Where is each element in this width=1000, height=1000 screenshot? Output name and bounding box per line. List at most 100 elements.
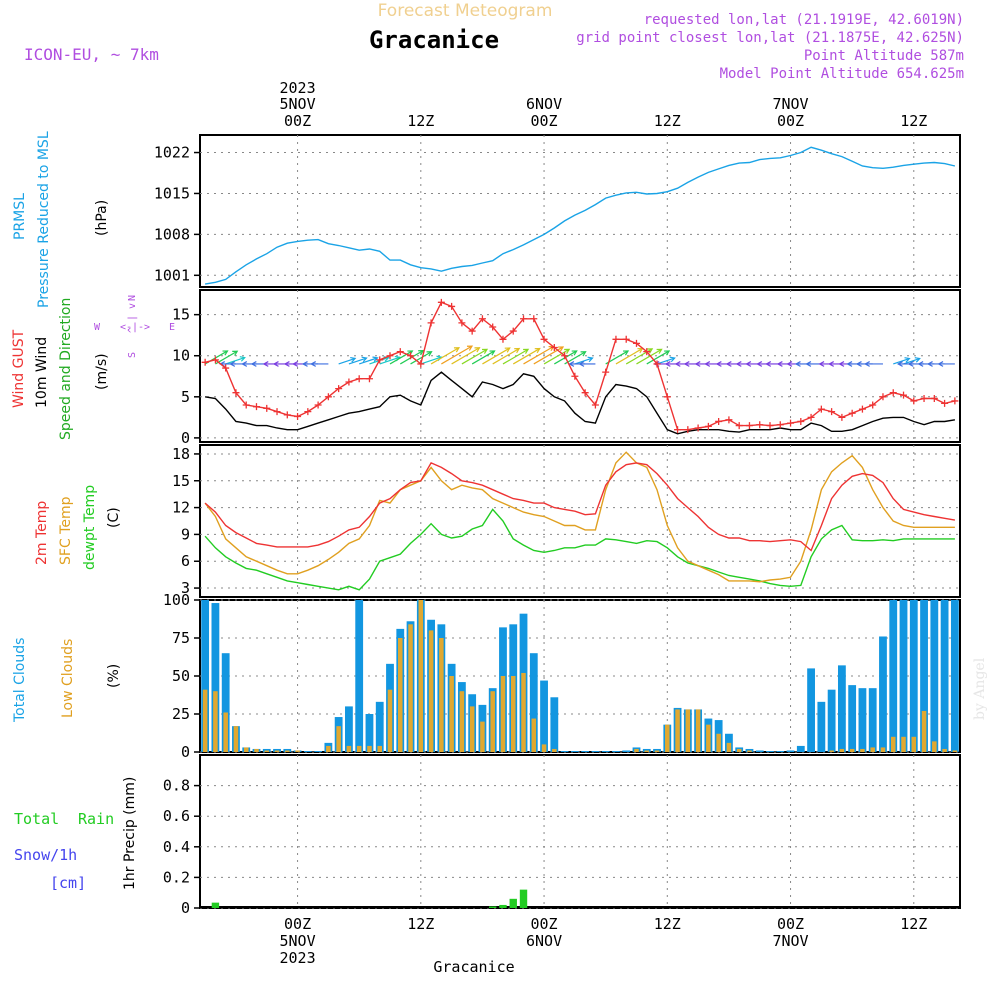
dewpt-label: dewpt Temp — [82, 485, 98, 570]
snow-label: Snow/1h — [14, 846, 77, 864]
total-cloud-bar — [612, 751, 620, 752]
temp-2m-line — [204, 462, 956, 552]
wind-arrow — [574, 356, 594, 365]
gust-marker — [900, 391, 908, 399]
gust-marker — [520, 315, 528, 323]
sfc-temp-line — [204, 451, 955, 583]
wind-arrow — [310, 361, 329, 367]
gust-marker — [920, 394, 928, 402]
clouds-ytick-label-3: 75 — [172, 629, 190, 647]
bottom-time-label: 12Z — [654, 915, 681, 933]
compass-east: E — [169, 322, 175, 333]
pressure-frame — [199, 134, 961, 288]
low-cloud-bar — [202, 689, 208, 752]
gust-marker — [345, 378, 353, 386]
low-cloud-bar — [654, 750, 660, 752]
precipitation-ytick-label-2: 0.4 — [163, 838, 190, 856]
low-cloud-bar — [921, 710, 927, 752]
total-cloud-bar — [303, 751, 312, 752]
gust-marker — [879, 393, 887, 401]
low-cloud-bar — [665, 724, 670, 752]
total-cloud-bar — [899, 600, 908, 752]
low-cloud-bar — [367, 745, 372, 752]
wind-ytick-label-3: 15 — [172, 306, 190, 324]
total-cloud-bar — [560, 751, 569, 752]
wind-arrow — [215, 350, 239, 365]
gust-marker — [386, 352, 394, 360]
station-name: Gracanice — [369, 26, 499, 54]
wind-label: 10m Wind — [34, 337, 50, 408]
gust-marker — [797, 417, 805, 425]
low-cloud-bar — [285, 750, 290, 752]
precipitation-ytick-label-1: 0.2 — [163, 868, 190, 886]
total-cloud-bar — [211, 603, 220, 752]
wind-arrow — [636, 348, 663, 365]
low-cloud-bar — [418, 600, 424, 752]
top-time-label: 00Z — [777, 112, 804, 130]
gust-marker — [509, 327, 517, 335]
gust-marker — [807, 413, 815, 421]
pressure-ytick-label-3: 1022 — [154, 144, 190, 162]
low-cloud-bar — [706, 724, 711, 752]
low-cloud-bar — [326, 745, 331, 752]
top-time-label: 00Z — [531, 112, 558, 130]
total-cloud-bar — [529, 653, 538, 752]
bottom-time-label: 00Z — [531, 915, 558, 933]
wind-arrow — [492, 347, 521, 365]
watermark: by Angel — [972, 657, 988, 720]
wind-arrow — [410, 351, 433, 365]
low-cloud-bar — [942, 748, 947, 752]
low-cloud-bar — [644, 750, 650, 752]
wind-panel: 0 5 10 15 — [172, 289, 961, 447]
total-cloud-bar — [930, 600, 939, 752]
gust-marker — [632, 339, 640, 347]
low-cloud-bar — [890, 736, 896, 752]
precipitation-frame — [199, 754, 961, 909]
low-cloud-bar — [500, 676, 506, 752]
bottom-time-label: 5NOV — [280, 932, 316, 950]
gust-marker — [478, 315, 486, 323]
point-altitude: Point Altitude 587m — [804, 48, 964, 64]
total-cloud-bar — [827, 689, 836, 752]
temp-label: 2m Temp — [34, 501, 50, 565]
total-cloud-bar — [755, 750, 764, 752]
compass-north: N — [127, 295, 138, 301]
total-cloud-bar — [920, 600, 928, 752]
low-cloud-bar — [901, 736, 906, 752]
wind-arrow — [338, 356, 357, 365]
low-cloud-bar — [880, 747, 886, 752]
temp-unit: (C) — [106, 507, 122, 528]
gust-marker — [201, 358, 209, 366]
bottom-time-label: 7NOV — [772, 932, 808, 950]
total-cloud-bar — [909, 600, 918, 752]
precip-ylabel: 1hr Precip (mm) — [122, 777, 138, 890]
gust-marker — [417, 360, 425, 368]
wind-arrow — [937, 361, 955, 367]
total-cloud-bar — [848, 685, 857, 752]
gust-marker — [776, 421, 784, 429]
gust-marker — [365, 375, 373, 383]
gust-marker — [643, 348, 651, 356]
low-cloud-bar — [398, 638, 403, 752]
total-cloud-bar — [550, 697, 559, 752]
total-cloud-bar — [221, 653, 230, 752]
temperature-ytick-label-4: 15 — [172, 472, 190, 490]
gust-marker — [715, 417, 723, 425]
gust-marker — [211, 356, 219, 364]
low-cloud-bar — [346, 745, 352, 752]
top-time-label: 12Z — [900, 112, 927, 130]
gust-marker — [324, 393, 332, 401]
low-cloud-bar — [747, 750, 752, 752]
wind-arrow — [358, 356, 379, 365]
gust-marker — [530, 315, 538, 323]
chart-title: Forecast Meteogram — [378, 1, 553, 21]
temperature-ytick-label-1: 6 — [181, 552, 190, 570]
gust-marker — [396, 348, 404, 356]
precipitation-ytick-label-0: 0 — [181, 899, 190, 917]
pressure-line — [204, 146, 956, 285]
total-cloud-bar — [345, 706, 353, 752]
temperature-ytick-label-3: 12 — [172, 499, 190, 517]
total-cloud-bar — [570, 751, 579, 752]
